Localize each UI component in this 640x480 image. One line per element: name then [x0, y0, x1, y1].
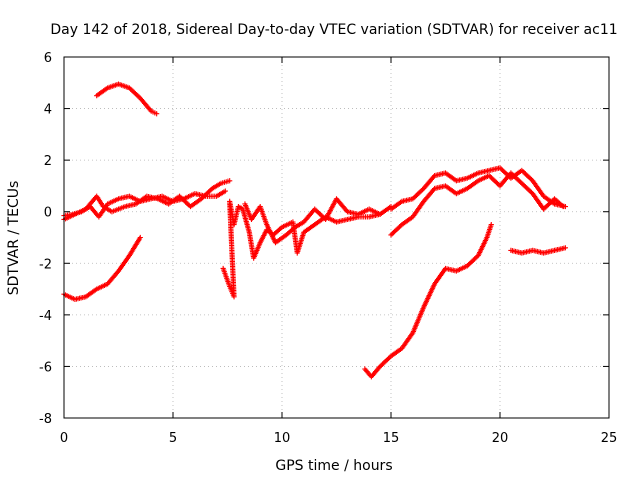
chart-title: Day 142 of 2018, Sidereal Day-to-day VTE… [50, 22, 617, 38]
y-tick-label: 6 [44, 51, 52, 66]
x-tick-label: 15 [383, 431, 400, 446]
series-track-f [242, 196, 383, 246]
x-tick-label: 5 [169, 431, 177, 446]
series-track-a [61, 188, 228, 220]
y-tick-label: 2 [44, 154, 52, 169]
x-tick-label: 20 [492, 431, 509, 446]
y-tick-label: 0 [44, 206, 52, 221]
plot-area [61, 81, 568, 380]
x-tick-label: 25 [601, 431, 618, 446]
data-point [137, 234, 143, 241]
series-track-c [61, 234, 143, 302]
y-axis: -8 -6 -4 -2 0 2 4 6 [39, 51, 52, 427]
series-track-g [388, 170, 566, 238]
x-tick-label: 10 [274, 431, 291, 446]
data-point [562, 245, 568, 251]
series-track-d [94, 81, 160, 117]
y-axis-title: SDTVAR / TECUs [6, 181, 22, 296]
series-track-j [508, 245, 568, 256]
data-point [154, 111, 160, 117]
y-tick-label: -2 [39, 257, 52, 272]
data-point [227, 178, 233, 184]
axis-ticks [63, 56, 610, 419]
y-tick-label: -6 [39, 360, 52, 375]
y-tick-label: -4 [39, 309, 52, 324]
plot-frame [63, 56, 610, 419]
data-point [377, 211, 383, 217]
x-axis: 0 5 10 15 20 25 [60, 431, 617, 446]
y-tick-label: 4 [44, 103, 52, 118]
series-track-e [220, 198, 394, 300]
y-tick-label: -8 [39, 412, 52, 427]
data-point [562, 203, 568, 210]
x-tick-label: 0 [60, 431, 68, 446]
x-axis-title: GPS time / hours [275, 458, 392, 474]
data-point [488, 222, 494, 228]
series-track-h [388, 165, 568, 212]
data-point [222, 188, 228, 194]
series-track-i [362, 222, 494, 380]
grid [64, 57, 609, 418]
